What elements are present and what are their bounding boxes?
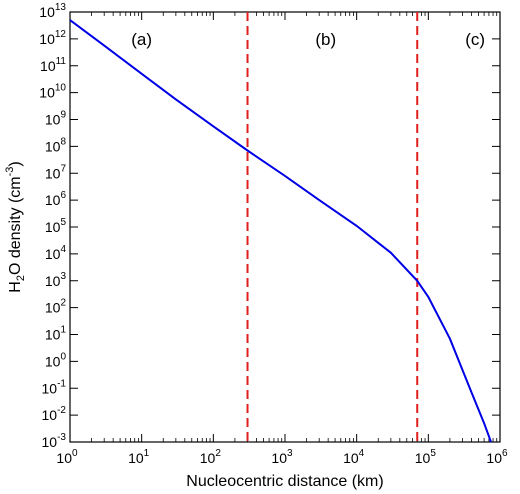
y-tick-label: 1013 [39,2,66,20]
y-tick-label-exponent: 3 [60,271,66,282]
y-axis-label-main: H [7,281,24,293]
y-tick-label-base: 10 [42,434,58,450]
region-labels: (a) (b) (c) [131,30,485,49]
y-axis-label-middle: O density (cm [7,176,24,275]
y-axis-label-end: ) [7,161,24,166]
x-tick-label: 103 [271,448,293,466]
region-label: (b) [315,30,336,49]
y-tick-label-exponent: 5 [60,217,66,228]
x-tick-label-exponent: 0 [72,448,78,459]
y-tick-label-base: 10 [45,192,61,208]
x-tick-label: 100 [56,448,78,466]
x-tick-label: 104 [343,448,365,466]
plot-area: (a) (b) (c) [69,11,501,443]
x-axis-label: Nucleocentric distance (km) [186,473,383,490]
x-tick-labels: 100 101 102 103 104 105 106 [56,448,508,466]
y-tick-label: 109 [45,110,67,128]
x-tick-label-exponent: 2 [215,448,221,459]
y-tick-label-base: 10 [45,219,61,235]
x-tick-label: 106 [486,448,508,466]
y-tick-label-exponent: 0 [60,351,66,362]
axis-ticks [69,11,501,443]
region-label: (c) [465,30,485,49]
x-tick-label: 102 [200,448,222,466]
x-tick-label-base: 10 [415,450,431,466]
y-tick-label-exponent: 1 [60,325,66,336]
x-tick-label-exponent: 1 [144,448,150,459]
y-tick-label-base: 10 [40,58,56,74]
y-tick-label-base: 10 [45,112,61,128]
y-tick-label-exponent: 2 [60,298,66,309]
y-tick-label-exponent: -2 [57,405,66,416]
x-tick-label-base: 10 [486,450,502,466]
x-tick-label: 101 [128,448,150,466]
x-tick-label-base: 10 [343,450,359,466]
y-tick-label: 108 [45,136,67,154]
y-tick-label-base: 10 [45,300,61,316]
x-tick-label-base: 10 [56,450,72,466]
y-tick-label-exponent: -3 [57,432,66,443]
y-tick-label-base: 10 [45,327,61,343]
y-tick-label: 104 [45,244,67,262]
y-tick-label-exponent: 10 [55,83,67,94]
y-tick-label-exponent: 13 [55,2,67,13]
y-tick-label-base: 10 [39,31,55,47]
y-tick-label: 1011 [40,56,66,74]
x-tick-label-exponent: 4 [359,448,365,459]
y-axis-label-subscript: 2 [15,275,27,281]
y-tick-label: 102 [45,298,67,316]
x-tick-label-base: 10 [271,450,287,466]
y-tick-label: 101 [45,325,67,343]
y-tick-label-base: 10 [42,380,58,396]
y-tick-label: 106 [45,190,67,208]
y-axis-label-superscript: -3 [4,167,16,177]
y-tick-label: 1010 [39,83,66,101]
y-tick-label-base: 10 [39,4,55,20]
y-tick-label: 1012 [39,29,66,47]
region-dividers [246,12,419,442]
y-tick-label-exponent: 8 [60,136,66,147]
x-tick-label: 105 [415,448,437,466]
x-tick-label-base: 10 [128,450,144,466]
y-tick-label-exponent: -1 [57,378,66,389]
y-tick-label-exponent: 6 [60,190,66,201]
y-tick-label-base: 10 [45,273,61,289]
y-tick-label-exponent: 9 [60,110,66,121]
plot-frame [69,11,501,443]
y-tick-label-base: 10 [45,165,61,181]
density-curve [69,19,492,443]
y-tick-label: 10-1 [42,378,67,396]
x-tick-label-exponent: 6 [502,448,508,459]
y-tick-label-base: 10 [45,353,61,369]
y-tick-label-exponent: 12 [55,29,67,40]
y-tick-label: 103 [45,271,67,289]
x-tick-label-exponent: 3 [287,448,293,459]
y-tick-label: 10-2 [42,405,67,423]
y-tick-label-exponent: 7 [60,163,66,174]
region-label: (a) [131,30,152,49]
y-tick-label: 105 [45,217,67,235]
x-tick-label-base: 10 [200,450,216,466]
y-tick-label: 107 [45,163,67,181]
y-tick-label-base: 10 [42,407,58,423]
y-tick-label-base: 10 [39,85,55,101]
x-tick-label-exponent: 5 [430,448,436,459]
y-tick-labels: 10-310-210-11001011021031041051061071081… [39,2,66,450]
y-tick-label: 10-3 [42,432,67,450]
y-axis-label: H2O density (cm-3) [4,161,27,292]
y-tick-label: 100 [45,351,67,369]
y-tick-label-exponent: 4 [60,244,66,255]
y-tick-label-base: 10 [45,246,61,262]
y-tick-label-exponent: 11 [56,56,67,67]
y-tick-label-base: 10 [45,138,61,154]
